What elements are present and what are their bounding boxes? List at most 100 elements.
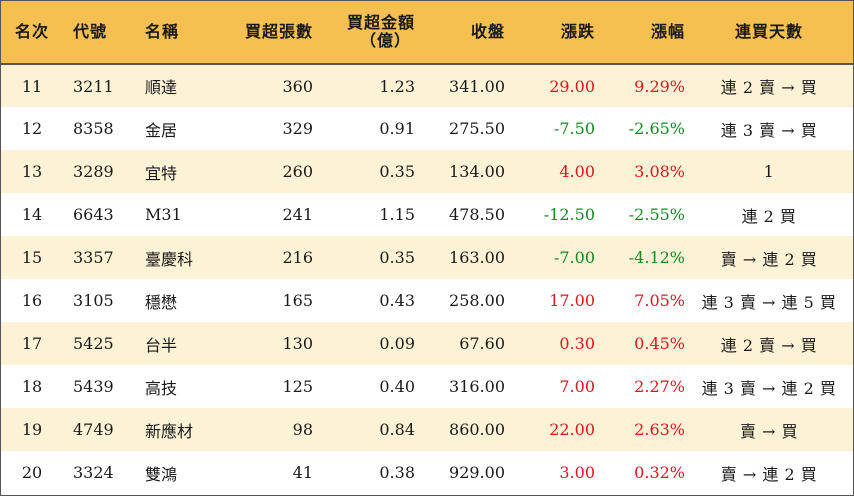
close-cell: 316.00 (449, 377, 505, 396)
code-cell: 4749 (73, 420, 114, 439)
consecutive-days-cell: 連 3 賣 → 連 2 買 (701, 378, 837, 398)
code-cell: 5425 (73, 334, 114, 353)
buy-volume-cell: 360 (282, 76, 313, 96)
buy-amount-cell: 1.15 (379, 205, 415, 224)
buy-amount-cell: 0.40 (379, 377, 415, 396)
change-cell: -12.50 (543, 205, 595, 224)
rank-cell: 13 (21, 162, 43, 181)
code-cell: 3105 (73, 291, 114, 310)
buy-amount-cell: 0.38 (379, 463, 415, 482)
close-cell: 258.00 (449, 291, 505, 310)
consecutive-days-cell: 賣 → 買 (739, 421, 799, 441)
table-body: 11 3211 順達 360 1.23 341.00 29.00 9.29% 連 2 賣 → 買… (1, 64, 853, 494)
buy-amount-cell: 0.43 (379, 291, 415, 310)
consecutive-days-cell: 連 2 賣 → 買 (720, 78, 818, 97)
change-cell: 0.30 (559, 334, 595, 353)
change-cell: 29.00 (549, 76, 595, 96)
change-pct-cell: 0.32% (634, 463, 685, 482)
code-cell: 3289 (73, 162, 114, 181)
close-cell: 67.60 (459, 334, 505, 353)
table-row: 13 3289 宜特 260 0.35 134.00 4.00 3.08% 1 (1, 150, 853, 193)
rank-cell: 12 (21, 119, 43, 138)
close-cell: 163.00 (449, 248, 505, 267)
header-rank: 名次 (14, 22, 49, 41)
header-change-pct: 漲幅 (650, 22, 685, 41)
header-consecutive-days: 連買天數 (734, 22, 803, 41)
header-code: 代號 (73, 22, 108, 41)
table-row: 20 3324 雙鴻 41 0.38 929.00 3.00 0.32% 賣 → 連 2 買 (1, 451, 853, 494)
buy-volume-cell: 125 (282, 377, 313, 396)
change-cell: 3.00 (559, 463, 595, 482)
name-cell: 穩懋 (145, 292, 178, 312)
table-row: 19 4749 新應材 98 0.84 860.00 22.00 2.63% 賣 → 買 (1, 408, 853, 451)
header-name: 名稱 (145, 22, 180, 41)
change-cell: 7.00 (559, 377, 595, 396)
buy-volume-cell: 216 (282, 248, 313, 267)
buy-volume-cell: 130 (282, 334, 313, 353)
consecutive-days-cell: 連 3 賣 → 連 5 買 (701, 292, 837, 312)
header-row: 名次 代號 名稱 買超張數 買超金額 （億） 收盤 漲跌 漲幅 連買天數 (1, 1, 853, 64)
code-cell: 3357 (73, 248, 114, 267)
name-cell: 臺慶科 (145, 249, 194, 269)
code-cell: 6643 (73, 205, 114, 224)
close-cell: 860.00 (449, 420, 505, 439)
consecutive-days-cell: 1 (763, 162, 775, 181)
rank-cell: 11 (21, 76, 43, 96)
change-pct-cell: 2.27% (634, 377, 685, 396)
buy-amount-cell: 0.91 (379, 119, 415, 138)
table-row: 17 5425 台半 130 0.09 67.60 0.30 0.45% 連 2 賣 → 買 (1, 322, 853, 365)
header-buy-amount-line2: （億） (359, 31, 411, 50)
table-header: 名次 代號 名稱 買超張數 買超金額 （億） 收盤 漲跌 漲幅 連買天數 (1, 1, 853, 64)
rank-cell: 14 (21, 205, 43, 224)
close-cell: 134.00 (449, 162, 505, 181)
change-pct-cell: -2.55% (628, 205, 685, 224)
rank-cell: 15 (21, 248, 43, 267)
name-cell: 雙鴻 (145, 464, 178, 484)
buy-volume-cell: 165 (282, 291, 313, 310)
rank-cell: 17 (21, 334, 43, 353)
buy-amount-cell: 1.23 (379, 76, 415, 96)
table-row: 11 3211 順達 360 1.23 341.00 29.00 9.29% 連 2 賣 → 買 (1, 64, 853, 107)
name-cell: 宜特 (145, 163, 178, 183)
close-cell: 341.00 (449, 76, 505, 96)
table-row: 14 6643 M31 241 1.15 478.50 -12.50 -2.55% 連 2 買 (1, 193, 853, 236)
rank-cell: 16 (21, 291, 43, 310)
buy-volume-cell: 260 (282, 162, 313, 181)
name-cell: 順達 (145, 78, 178, 97)
change-cell: 22.00 (549, 420, 595, 439)
header-close: 收盤 (470, 22, 505, 41)
change-pct-cell: -2.65% (628, 119, 685, 138)
buy-volume-cell: 329 (282, 119, 313, 138)
buy-amount-cell: 0.84 (379, 420, 415, 439)
code-cell: 3211 (73, 76, 114, 96)
change-pct-cell: 7.05% (634, 291, 685, 310)
change-pct-cell: 2.63% (634, 420, 685, 439)
name-cell: 金居 (145, 120, 178, 140)
header-buy-volume: 買超張數 (244, 22, 313, 41)
consecutive-days-cell: 連 2 賣 → 買 (720, 335, 818, 355)
rank-cell: 18 (21, 377, 43, 396)
header-buy-amount-line1: 買超金額 (346, 13, 415, 32)
header-change: 漲跌 (560, 22, 595, 41)
buy-amount-cell: 0.35 (379, 248, 415, 267)
rank-cell: 20 (21, 463, 43, 482)
buy-volume-cell: 241 (282, 205, 313, 224)
name-cell: 新應材 (145, 421, 194, 441)
rank-cell: 19 (21, 420, 43, 439)
code-cell: 8358 (73, 119, 114, 138)
consecutive-days-cell: 連 3 賣 → 買 (720, 120, 818, 140)
table-row: 18 5439 高技 125 0.40 316.00 7.00 2.27% 連 3 賣 → 連 … (1, 365, 853, 408)
close-cell: 478.50 (449, 205, 505, 224)
name-cell: M31 (145, 205, 182, 224)
consecutive-days-cell: 賣 → 連 2 買 (720, 464, 818, 484)
name-cell: 台半 (145, 335, 178, 355)
change-pct-cell: -4.12% (628, 248, 685, 267)
name-cell: 高技 (145, 378, 178, 398)
table-row: 12 8358 金居 329 0.91 275.50 -7.50 -2.65% 連 3 賣 → … (1, 107, 853, 150)
change-pct-cell: 3.08% (634, 162, 685, 181)
table-row: 15 3357 臺慶科 216 0.35 163.00 -7.00 -4.12% 賣 → 連 2… (1, 236, 853, 279)
buy-volume-cell: 98 (292, 420, 313, 439)
buy-volume-cell: 41 (292, 463, 313, 482)
